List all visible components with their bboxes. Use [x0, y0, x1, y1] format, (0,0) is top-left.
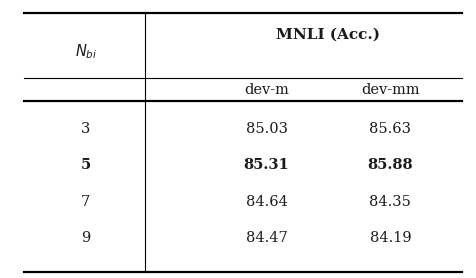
Text: dev-mm: dev-mm	[361, 83, 420, 97]
Text: 84.64: 84.64	[246, 195, 288, 208]
Text: 85.63: 85.63	[369, 122, 411, 136]
Text: $N_{bi}$: $N_{bi}$	[75, 42, 97, 61]
Text: MNLI (Acc.): MNLI (Acc.)	[277, 28, 380, 42]
Text: 5: 5	[80, 158, 91, 172]
Text: 85.88: 85.88	[367, 158, 413, 172]
Text: 84.47: 84.47	[246, 231, 288, 245]
Text: 9: 9	[81, 231, 90, 245]
Text: 7: 7	[81, 195, 90, 208]
Text: 84.35: 84.35	[369, 195, 411, 208]
Text: 85.31: 85.31	[244, 158, 289, 172]
Text: dev-m: dev-m	[244, 83, 289, 97]
Text: 3: 3	[81, 122, 90, 136]
Text: 85.03: 85.03	[246, 122, 288, 136]
Text: 84.19: 84.19	[369, 231, 411, 245]
